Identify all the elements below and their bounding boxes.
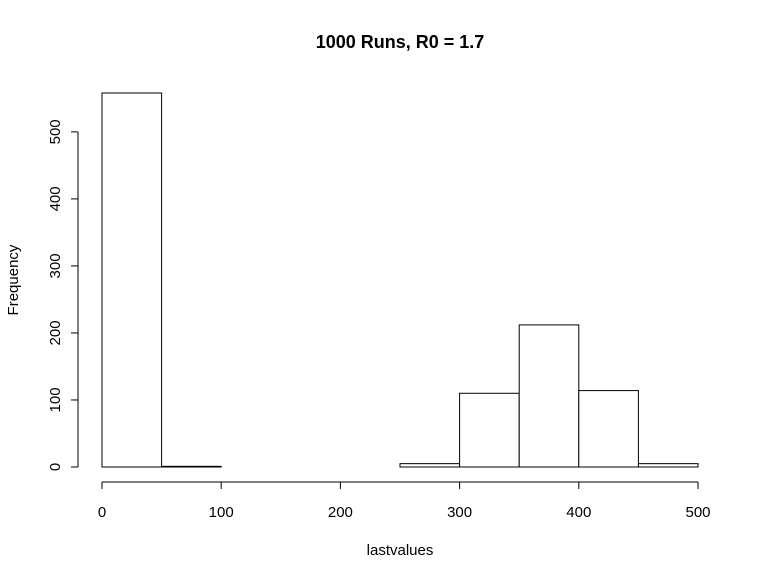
- histogram-bar: [518, 324, 580, 468]
- x-tick-label: 400: [566, 504, 591, 521]
- chart-title: 1000 Runs, R0 = 1.7: [316, 32, 485, 52]
- x-tick-label: 200: [328, 504, 353, 521]
- y-axis: 0 100 200 300 400 500: [47, 119, 79, 471]
- x-tick-label: 300: [447, 504, 472, 521]
- x-tick-label: 100: [209, 504, 234, 521]
- y-axis-label: Frequency: [5, 244, 22, 315]
- y-tick-label: 0: [47, 463, 64, 471]
- histogram-bar: [578, 390, 639, 468]
- y-tick-label: 100: [47, 387, 64, 412]
- histogram-bar: [101, 92, 163, 468]
- x-axis-label: lastvalues: [367, 542, 434, 559]
- histogram-bar: [399, 463, 461, 468]
- histogram-bar: [161, 465, 222, 468]
- x-axis: 0 100 200 300 400 500: [98, 481, 711, 521]
- y-tick-label: 200: [47, 320, 64, 345]
- y-tick-label: 300: [47, 253, 64, 278]
- histogram-bar: [637, 463, 699, 468]
- bars-group: [101, 92, 699, 468]
- y-tick-label: 400: [47, 186, 64, 211]
- x-tick-label: 500: [685, 504, 710, 521]
- y-tick-label: 500: [47, 119, 64, 144]
- x-tick-label: 0: [98, 504, 106, 521]
- histogram-bar: [459, 392, 520, 468]
